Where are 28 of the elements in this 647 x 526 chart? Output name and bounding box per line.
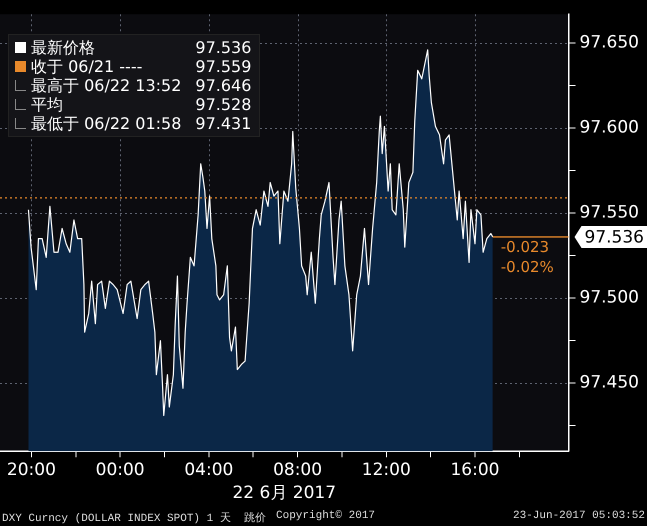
x-tick-label: 04:00 xyxy=(184,460,234,480)
x-tick-label: 12:00 xyxy=(362,460,411,480)
annotation: 97.559 xyxy=(195,57,252,76)
x-tick-label: 20:00 xyxy=(6,460,56,480)
annotation: 97.536 xyxy=(195,38,252,57)
text: DXY Curncy (DOLLAR INDEX SPOT) 1 天 跳价 xyxy=(2,511,266,525)
annotation: 最低于 06/22 01:58 xyxy=(31,114,182,133)
annotation: 97.431 xyxy=(195,114,252,133)
annotation: 最高于 06/22 13:52 xyxy=(31,76,182,95)
x-tick-label: 16:00 xyxy=(450,460,500,480)
annotation: -0.02% xyxy=(500,258,554,276)
y-tick-label: 97.650 xyxy=(580,32,639,53)
y-tick-label: 97.600 xyxy=(580,118,639,138)
legend-label: 收于 06/21 ---- xyxy=(31,57,144,76)
legend-label: 最新价格 xyxy=(31,38,96,57)
ref-line-label: 97.536 xyxy=(584,227,644,248)
x-tick-label: 00:00 xyxy=(96,460,145,480)
annotation: 97.528 xyxy=(195,95,252,114)
text: Copyright© 2017 xyxy=(276,510,376,522)
y-tick-label: 97.450 xyxy=(580,372,639,393)
y-tick-label: 97.500 xyxy=(580,288,639,308)
annotation: 97.646 xyxy=(195,76,252,95)
y-tick-label: 97.550 xyxy=(580,202,639,223)
annotation: 平均 xyxy=(31,95,64,114)
text: 23-Jun-2017 05:03:52 xyxy=(512,510,645,522)
x-axis-title: 22 6月 2017 xyxy=(232,483,336,504)
x-tick-label: 08:00 xyxy=(273,460,322,480)
annotation: -0.023 xyxy=(500,238,550,256)
